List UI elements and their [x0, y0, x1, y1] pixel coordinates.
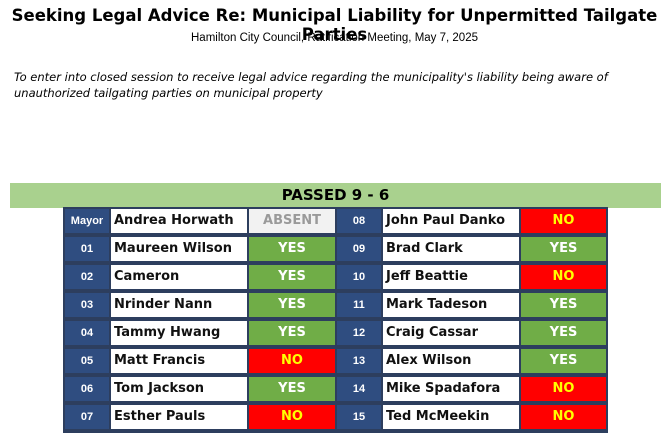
table-row: 04 Tammy Hwang YES 12 Craig Cassar YES	[63, 319, 608, 347]
councillor-name: Maureen Wilson	[111, 237, 247, 261]
vote-yes-badge: YES	[521, 237, 606, 261]
councillor-name: Cameron Kroetsch	[111, 265, 247, 308]
councillor-name: Alex Wilson	[383, 349, 519, 373]
councillor-name: Ted McMeekin	[383, 405, 519, 429]
table-row: 05 Matt Francis NO 13 Alex Wilson YES	[63, 347, 608, 375]
councillor-name: Matt Francis	[111, 349, 247, 373]
vote-yes-badge: YES	[249, 293, 335, 317]
table-row: 01 Maureen Wilson YES 09 Brad Clark YES	[63, 235, 608, 263]
vote-yes-badge: YES	[249, 321, 335, 345]
ward-number: 06	[65, 377, 109, 401]
ward-number: 01	[65, 237, 109, 261]
ward-number: Mayor	[65, 209, 109, 233]
vote-no-badge: NO	[249, 405, 335, 429]
councillor-name: Brad Clark	[383, 237, 519, 261]
table-row: 07 Esther Pauls NO 15 Ted McMeekin NO	[63, 403, 608, 431]
vote-no-badge: NO	[521, 405, 606, 429]
vote-no-badge: NO	[521, 209, 606, 233]
ward-number: 14	[337, 377, 381, 401]
ward-number: 09	[337, 237, 381, 261]
councillor-name: Esther Pauls	[111, 405, 247, 429]
vote-yes-badge: YES	[249, 265, 335, 289]
vote-table: Mayor Andrea Horwath ABSENT 08 John Paul Dan…	[63, 207, 608, 433]
vote-yes-badge: YES	[521, 293, 606, 317]
vote-yes-badge: YES	[249, 377, 335, 401]
councillor-name: Mike Spadafora	[383, 377, 519, 401]
ward-number: 04	[65, 321, 109, 345]
page-title: Seeking Legal Advice Re: Municipal Liabi…	[11, 6, 658, 44]
councillor-name: Jeff Beattie	[383, 265, 519, 289]
vote-no-badge: NO	[249, 349, 335, 373]
councillor-name: Andrea Horwath	[111, 209, 247, 233]
councillor-name: John Paul Danko	[383, 209, 519, 233]
vote-yes-badge: YES	[521, 321, 606, 345]
vote-no-badge: NO	[521, 265, 606, 289]
councillor-name: Nrinder Nann	[111, 293, 247, 317]
vote-yes-badge: YES	[521, 349, 606, 373]
vote-no-badge: NO	[521, 377, 606, 401]
ward-number: 12	[337, 321, 381, 345]
table-row: 06 Tom Jackson YES 14 Mike Spadafora NO	[63, 375, 608, 403]
councillor-name: Tom Jackson	[111, 377, 247, 401]
motion-description: To enter into closed session to receive …	[14, 70, 608, 100]
table-row: Mayor Andrea Horwath ABSENT 08 John Paul Dan…	[63, 207, 608, 235]
ward-number: 05	[65, 349, 109, 373]
ward-number: 11	[337, 293, 381, 317]
ward-number: 15	[337, 405, 381, 429]
ward-number: 07	[65, 405, 109, 429]
councillor-name: Craig Cassar	[383, 321, 519, 345]
ward-number: 03	[65, 293, 109, 317]
vote-absent-badge: ABSENT	[249, 209, 335, 233]
ward-number: 13	[337, 349, 381, 373]
councillor-name: Mark Tadeson	[383, 293, 519, 317]
meeting-subtitle: Hamilton City Council, Ratification Meet…	[191, 32, 478, 44]
ward-number: 10	[337, 265, 381, 289]
councillor-name: Tammy Hwang	[111, 321, 247, 345]
table-row: 03 Nrinder Nann YES 11 Mark Tadeson YES	[63, 291, 608, 319]
vote-yes-badge: YES	[249, 237, 335, 261]
result-banner: PASSED 9 - 6	[10, 183, 661, 208]
ward-number: 02	[65, 265, 109, 289]
ward-number: 08	[337, 209, 381, 233]
